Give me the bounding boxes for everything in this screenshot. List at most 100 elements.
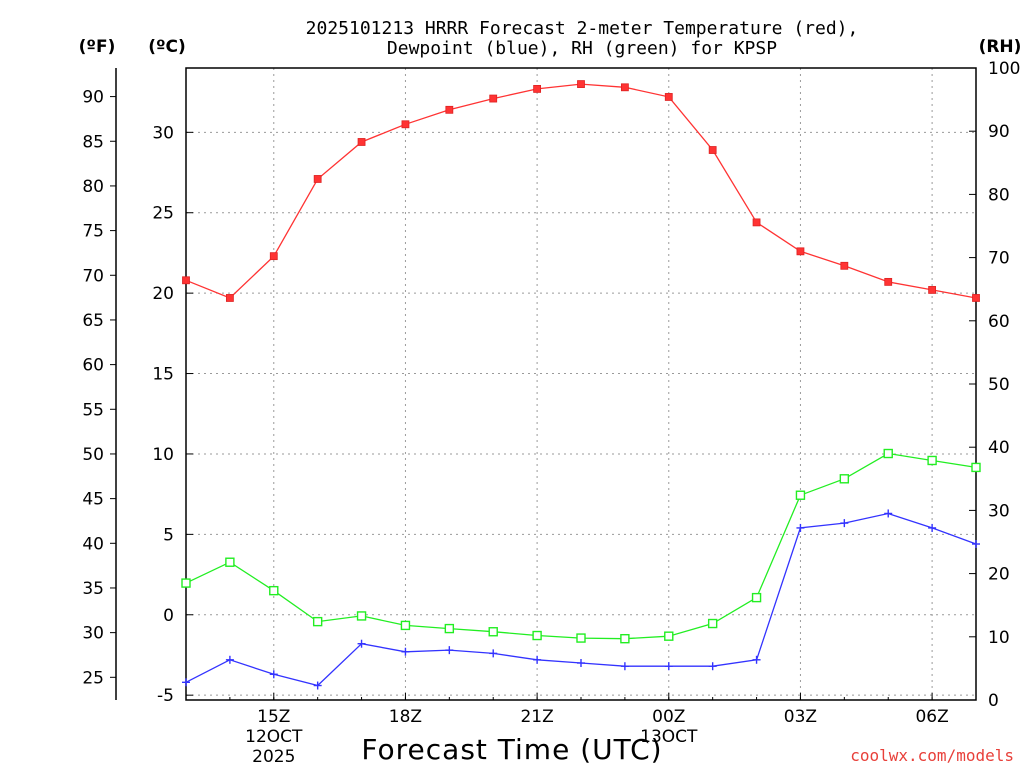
rh-point: [400, 620, 411, 631]
dewpoint-point: [664, 662, 673, 671]
rh-unit-label: (RH): [979, 37, 1022, 57]
celsius-tick-label: 0: [163, 606, 174, 626]
series-dewpoint: [182, 509, 980, 690]
rh-tick-label: 30: [988, 501, 1010, 521]
rh-point: [795, 490, 806, 500]
temperature-point: [533, 85, 542, 93]
fahrenheit-tick-label: 85: [82, 132, 104, 152]
fahrenheit-unit-label: (ºF): [79, 37, 116, 57]
temperature-point: [620, 83, 629, 92]
grid-layer: [186, 68, 976, 700]
dewpoint-point: [489, 649, 498, 658]
rh-point: [532, 630, 542, 641]
chart-title-line-1: 2025101213 HRRR Forecast 2-meter Tempera…: [306, 18, 859, 39]
rh-tick-label: 80: [988, 185, 1010, 205]
fahrenheit-tick-label: 60: [82, 356, 104, 376]
fahrenheit-tick-label: 50: [82, 445, 104, 465]
temperature-point: [182, 276, 190, 285]
x-tick-label: 00Z: [652, 707, 685, 727]
x-tick-label: 13OCT: [640, 727, 698, 747]
dewpoint-point: [752, 655, 761, 664]
fahrenheit-tick-label: 40: [82, 534, 104, 554]
fahrenheit-tick-label: 30: [82, 624, 104, 644]
x-axis-title: Forecast Time (UTC): [361, 733, 662, 766]
rh-tick-label: 70: [988, 249, 1010, 269]
temperature-point: [752, 218, 761, 227]
celsius-tick-label: 10: [152, 445, 174, 465]
rh-point: [927, 455, 937, 466]
fahrenheit-tick-label: 75: [82, 222, 104, 242]
dewpoint-point: [708, 662, 717, 671]
temperature-point: [269, 252, 278, 261]
fahrenheit-tick-label: 25: [82, 668, 104, 688]
x-tick-label: 03Z: [784, 707, 817, 727]
rh-point: [356, 611, 367, 621]
rh-point: [971, 462, 981, 473]
rh-point: [751, 592, 762, 603]
rh-point: [444, 623, 455, 634]
rh-point: [664, 631, 674, 641]
temperature-line: [185, 83, 977, 299]
series-temperature: [182, 80, 980, 302]
celsius-tick-label: 5: [163, 525, 174, 545]
temperature-point: [313, 175, 322, 183]
temperature-point: [884, 277, 893, 286]
rh-point: [839, 474, 850, 484]
x-tick-label: 2025: [252, 747, 295, 767]
temperature-point: [489, 94, 498, 103]
plot-frame: [185, 67, 977, 701]
rh-point: [269, 585, 279, 596]
chart-title-line-2: Dewpoint (blue), RH (green) for KPSP: [387, 38, 777, 59]
celsius-tick-label: 15: [152, 365, 174, 385]
fahrenheit-tick-label: 55: [82, 400, 104, 420]
rh-point: [488, 627, 498, 637]
rh-point: [576, 633, 586, 643]
temperature-point: [445, 105, 454, 114]
dewpoint-point: [796, 523, 805, 532]
fahrenheit-tick-label: 45: [82, 490, 104, 510]
credit-text: coolwx.com/models: [850, 746, 1014, 765]
temperature-point: [972, 294, 980, 302]
temperature-point: [840, 261, 849, 270]
x-tick-label: 21Z: [520, 707, 553, 727]
dewpoint-point: [620, 662, 629, 671]
rh-point: [225, 557, 235, 567]
rh-tick-label: 60: [988, 312, 1010, 332]
rh-tick-label: 50: [988, 375, 1010, 395]
rh-tick-label: 10: [988, 628, 1010, 648]
dewpoint-point: [533, 655, 542, 664]
dewpoint-point: [577, 659, 585, 668]
dewpoint-point: [928, 523, 937, 532]
temperature-point: [225, 294, 234, 302]
x-tick-label: 12OCT: [245, 727, 303, 747]
dewpoint-point: [445, 646, 454, 655]
rh-point: [620, 633, 630, 644]
x-tick-label: 18Z: [389, 707, 422, 727]
fahrenheit-tick-label: 70: [82, 266, 104, 286]
dewpoint-point: [269, 670, 278, 679]
rh-point: [707, 618, 718, 629]
rh-tick-label: 100: [988, 59, 1020, 79]
rh-point: [181, 578, 191, 588]
dewpoint-point: [972, 540, 980, 549]
fahrenheit-tick-label: 90: [82, 88, 104, 108]
dewpoint-point: [225, 655, 234, 664]
dewpoint-point: [182, 678, 190, 687]
series-layer: [181, 80, 981, 690]
axes-layer: -5 0 5 10 15 20 25 30 0 10 20 30 40 50 60 70 80 90 100 25 30…: [82, 59, 1020, 711]
rh-tick-label: 20: [988, 565, 1010, 585]
rh-point: [312, 616, 323, 627]
dewpoint-point: [313, 681, 322, 690]
temperature-point: [577, 80, 585, 88]
temperature-point: [708, 146, 717, 154]
celsius-tick-label: 20: [152, 284, 174, 304]
dewpoint-point: [357, 639, 366, 648]
fahrenheit-tick-label: 35: [82, 579, 104, 599]
x-tick-label: 15Z: [257, 707, 290, 727]
fahrenheit-tick-label: 65: [82, 311, 104, 331]
dewpoint-point: [884, 509, 893, 518]
temperature-point: [401, 120, 410, 129]
dewpoint-point: [401, 647, 410, 656]
